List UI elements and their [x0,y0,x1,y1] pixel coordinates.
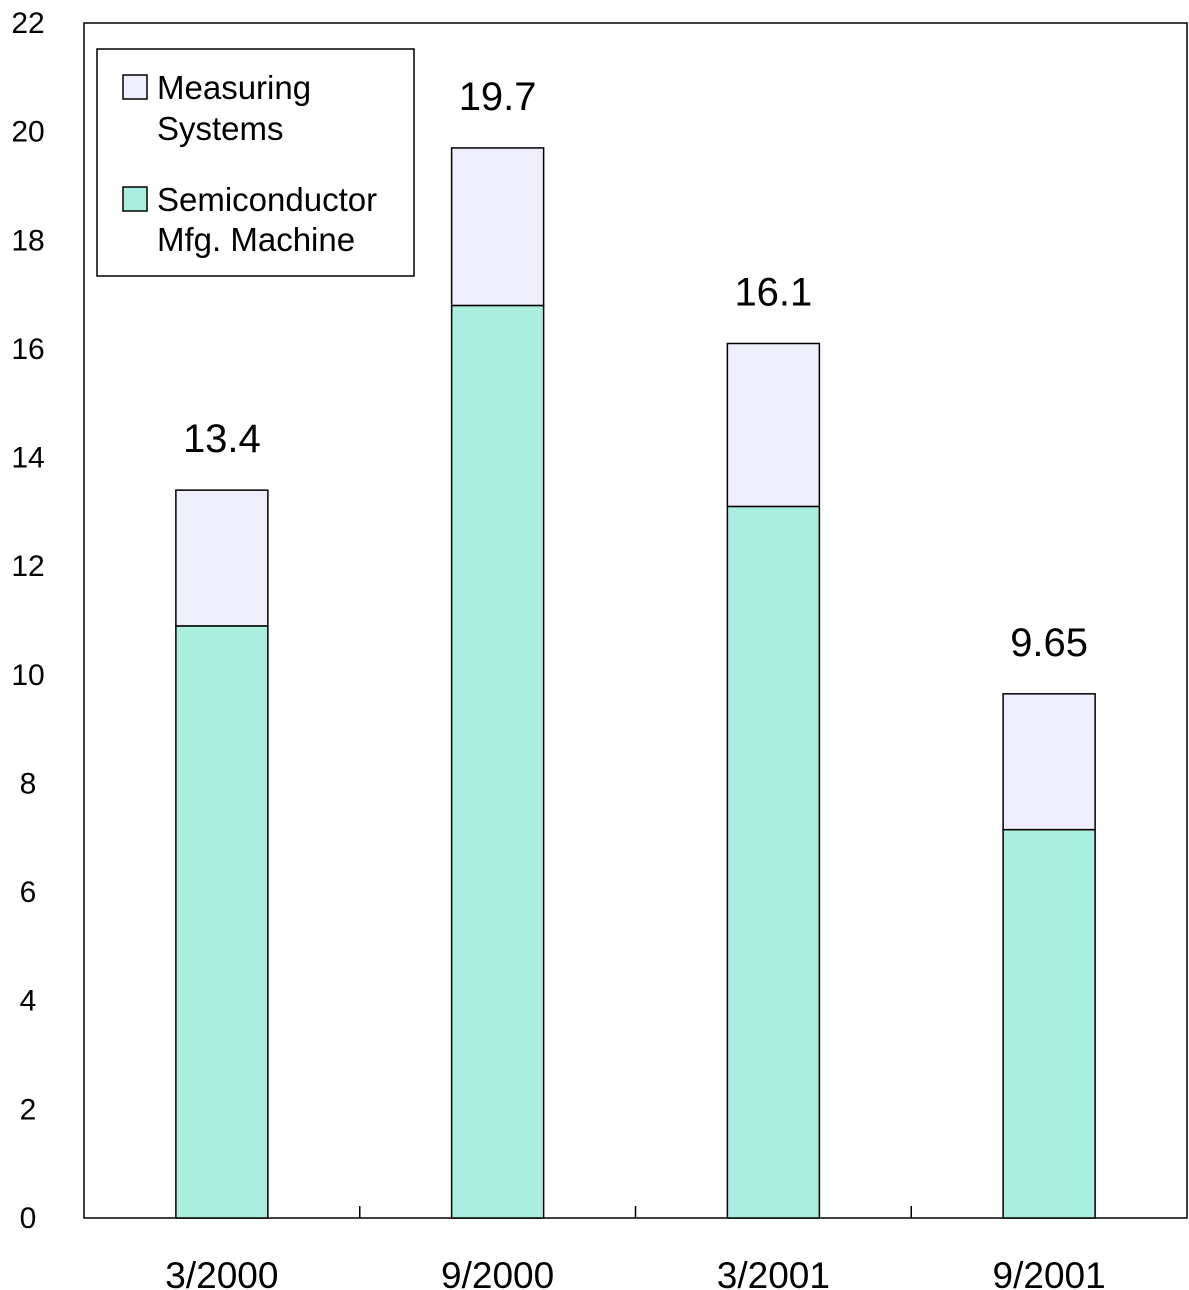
y-tick-label: 2 [20,1093,37,1126]
bar-total-label: 9.65 [1010,621,1088,665]
y-tick-label: 10 [11,659,44,692]
bar-segment-measuring [450,147,545,307]
legend-box [96,48,415,277]
x-category-label: 3/2001 [717,1255,830,1290]
bar-segment-measuring [1002,693,1096,831]
y-tick-label: 20 [11,116,44,149]
legend-label: Systems [157,110,284,147]
bar-segment-semiconductor [175,625,269,1219]
x-category-label: 3/2000 [165,1255,278,1290]
y-tick-label: 14 [11,442,44,475]
legend-label: Semiconductor [157,181,377,218]
y-tick-label: 4 [20,985,37,1018]
y-tick-label: 12 [11,550,44,583]
bar-segment-semiconductor [1002,828,1096,1219]
legend-label: Measuring [157,69,311,106]
bar-total-label: 16.1 [734,270,812,314]
bar-segment-semiconductor [726,505,821,1219]
legend-swatch [122,74,148,100]
axes: 0 2 4 6 8 10 12 14 16 18 20 22 3/2000 9/2000 3/2001 9/2… [11,7,1105,1290]
bar-segment-semiconductor [450,304,545,1219]
x-category-label: 9/2000 [441,1255,554,1290]
bars: 13.4 19.7 16.1 9.65 [175,75,1096,1219]
legend-label: Mfg. Machine [157,221,355,258]
bar-total-label: 19.7 [459,75,537,119]
y-tick-label: 8 [20,767,37,800]
bar-total-label: 13.4 [183,417,261,461]
y-tick-label: 6 [20,876,37,909]
bar-segment-measuring [175,489,269,627]
legend-swatch [122,186,148,212]
bar-segment-measuring [726,342,821,508]
x-category-label: 9/2001 [993,1255,1106,1290]
y-tick-label: 0 [20,1202,37,1235]
y-tick-label: 22 [11,7,44,40]
y-tick-label: 16 [11,333,44,366]
y-tick-label: 18 [11,224,44,257]
